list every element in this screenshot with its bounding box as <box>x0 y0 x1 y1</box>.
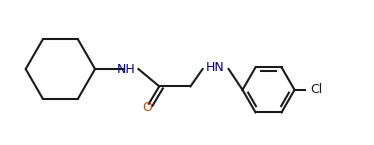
Text: HN: HN <box>205 61 224 74</box>
Text: NH: NH <box>117 62 136 76</box>
Text: O: O <box>142 101 152 114</box>
Text: Cl: Cl <box>310 83 322 96</box>
